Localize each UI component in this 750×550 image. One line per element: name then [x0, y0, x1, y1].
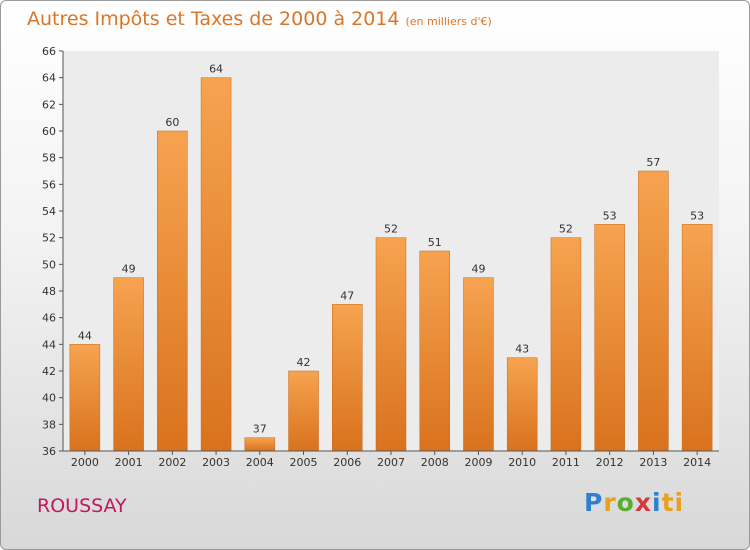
logo-letter: ti — [661, 488, 685, 517]
data-label: 53 — [690, 209, 704, 222]
y-tick-label: 56 — [42, 178, 56, 191]
data-label: 49 — [122, 263, 136, 276]
bar — [332, 304, 363, 452]
x-tick-label: 2001 — [115, 456, 143, 469]
data-label: 64 — [209, 63, 223, 76]
bar — [463, 277, 494, 452]
logo-letter: x — [634, 488, 652, 517]
y-tick-label: 48 — [42, 285, 56, 298]
proxiti-logo: Proxiti — [584, 488, 684, 517]
bar — [157, 130, 188, 452]
y-tick-label: 54 — [42, 205, 56, 218]
place-name: ROUSSAY — [37, 495, 127, 517]
y-tick-label: 64 — [42, 72, 56, 85]
x-tick-label: 2003 — [202, 456, 230, 469]
data-label: 44 — [78, 329, 92, 342]
x-tick-label: 2002 — [158, 456, 186, 469]
y-tick-label: 66 — [42, 45, 56, 58]
x-tick-label: 2010 — [508, 456, 536, 469]
logo-letter: i — [652, 488, 662, 517]
data-label: 53 — [603, 209, 617, 222]
bar — [375, 237, 407, 452]
data-label: 42 — [297, 356, 311, 369]
y-tick-label: 46 — [42, 312, 56, 325]
y-tick-label: 44 — [42, 338, 56, 351]
x-tick-label: 2005 — [290, 456, 318, 469]
data-label: 60 — [165, 116, 179, 129]
chart-title: Autres Impôts et Taxes de 2000 à 2014 (en… — [27, 8, 492, 30]
x-tick-label: 2007 — [377, 456, 405, 469]
bar — [506, 357, 538, 452]
data-label: 51 — [428, 236, 442, 249]
x-tick-label: 2008 — [421, 456, 449, 469]
y-tick-label: 38 — [42, 418, 56, 431]
data-label: 52 — [384, 223, 398, 236]
x-tick-label: 2006 — [333, 456, 361, 469]
x-tick-label: 2009 — [464, 456, 492, 469]
chart-unit: (en milliers d'€) — [405, 15, 492, 28]
logo-letter: o — [616, 488, 635, 517]
bar — [594, 224, 625, 452]
x-tick-label: 2011 — [552, 456, 580, 469]
data-label: 37 — [253, 423, 267, 436]
y-tick-label: 62 — [42, 98, 56, 111]
x-tick-label: 2004 — [246, 456, 274, 469]
y-tick-label: 42 — [42, 365, 56, 378]
y-tick-label: 40 — [42, 392, 56, 405]
chart-title-text: Autres Impôts et Taxes de 2000 à 2014 — [27, 8, 400, 30]
bar — [69, 344, 101, 452]
y-tick-label: 36 — [42, 445, 56, 458]
bar — [681, 224, 713, 452]
y-tick-label: 58 — [42, 152, 56, 165]
bar — [419, 250, 450, 452]
x-tick-label: 2012 — [596, 456, 624, 469]
y-tick-label: 52 — [42, 232, 56, 245]
data-label: 47 — [340, 289, 354, 302]
data-label: 49 — [471, 263, 485, 276]
data-label: 43 — [515, 343, 529, 356]
logo-letter: r — [603, 488, 617, 517]
bar — [244, 437, 276, 452]
logo-letter: P — [584, 488, 604, 517]
bar — [200, 77, 232, 452]
bar — [550, 237, 582, 452]
y-tick-label: 60 — [42, 125, 56, 138]
data-label: 52 — [559, 223, 573, 236]
data-label: 57 — [646, 156, 660, 169]
bar — [113, 277, 144, 452]
bars-group: 44 49 60 64 37 42 47 52 51 49 43 52 53 57 53 — [69, 63, 713, 452]
x-tick-label: 2014 — [683, 456, 711, 469]
bar — [288, 370, 319, 452]
axes-group: 36 38 40 42 44 46 48 50 52 54 56 58 60 62 64 66 2000 2001… — [42, 45, 719, 469]
x-tick-label: 2000 — [71, 456, 99, 469]
x-tick-label: 2013 — [639, 456, 667, 469]
y-tick-label: 50 — [42, 258, 56, 271]
bar — [638, 170, 669, 452]
